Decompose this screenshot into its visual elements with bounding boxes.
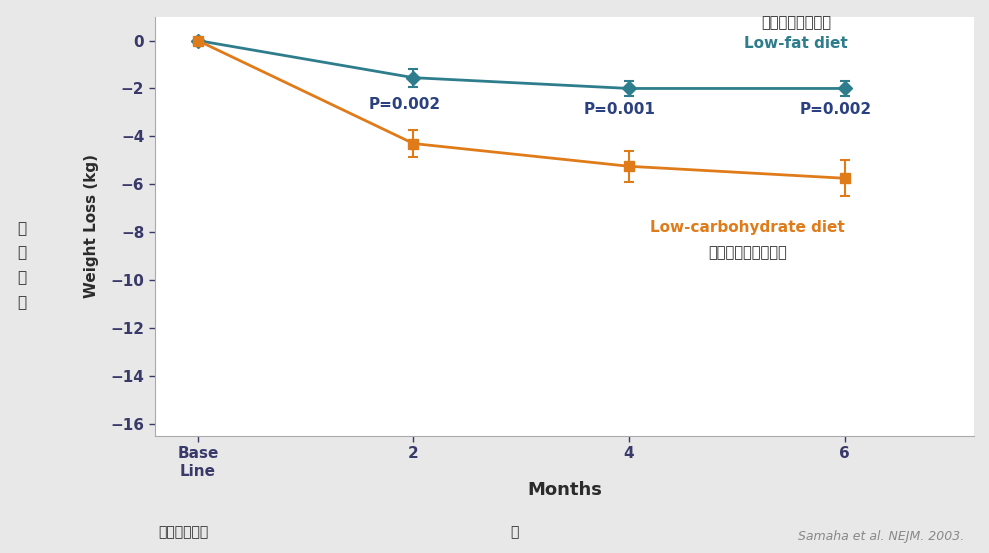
Text: 月: 月 — [510, 525, 518, 539]
X-axis label: Months: Months — [527, 481, 602, 499]
Text: 糖質制限ダイエット: 糖質制限ダイエット — [708, 246, 787, 260]
Text: Samaha et al. NEJM. 2003.: Samaha et al. NEJM. 2003. — [798, 530, 964, 543]
Text: 体
重
変
化: 体 重 変 化 — [17, 221, 27, 310]
Text: ベースライン: ベースライン — [158, 525, 208, 539]
Y-axis label: Weight Loss (kg): Weight Loss (kg) — [84, 154, 99, 298]
Text: Low-fat diet: Low-fat diet — [745, 36, 848, 51]
Text: 低脂質ダイエット: 低脂質ダイエット — [762, 15, 831, 30]
Text: P=0.002: P=0.002 — [368, 97, 440, 112]
Text: P=0.001: P=0.001 — [584, 102, 656, 117]
Text: Low-carbohydrate diet: Low-carbohydrate diet — [650, 220, 845, 235]
Text: P=0.002: P=0.002 — [799, 102, 871, 117]
